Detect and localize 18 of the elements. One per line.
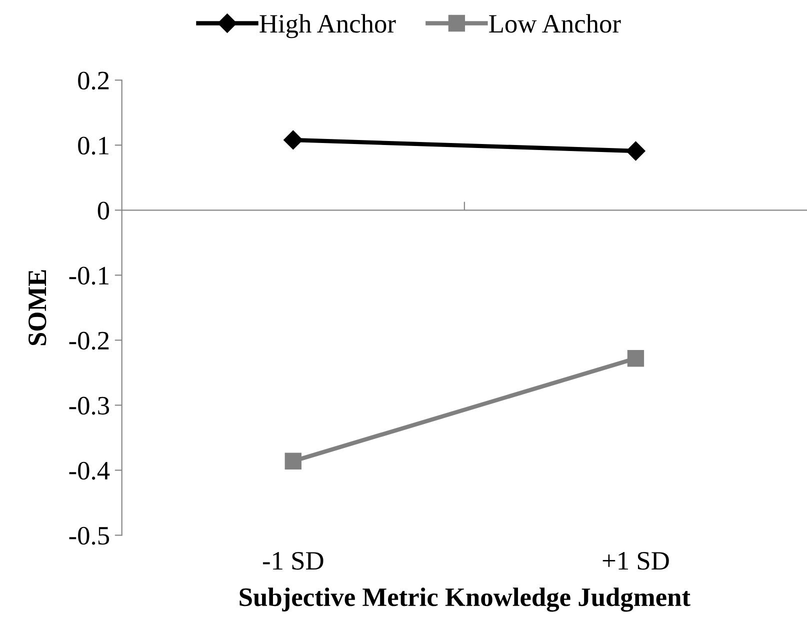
x-tick-label: -1 SD [262, 552, 324, 570]
legend-label: Low Anchor [489, 14, 621, 33]
y-tick-label: 0.1 [78, 136, 108, 155]
point [626, 141, 646, 161]
x-tick-label: +1 SD [602, 552, 669, 570]
y-tick-label: -0.5 [69, 526, 110, 545]
y-tick-label: -0.2 [69, 332, 109, 350]
y-tick-label: -0.3 [69, 396, 110, 415]
y-tick-label: -0.4 [69, 462, 110, 480]
point [627, 350, 644, 367]
legend-label: High Anchor [260, 14, 396, 38]
x-axis-title: Subjective Metric Knowledge Judgment [240, 588, 690, 612]
point [284, 452, 302, 470]
y-axis-title: SOME [28, 270, 46, 346]
y-tick-label: 0 [98, 202, 110, 220]
y-tick-label: -0.1 [69, 266, 108, 285]
point [284, 130, 303, 150]
y-tick-label: 0.2 [78, 72, 109, 90]
